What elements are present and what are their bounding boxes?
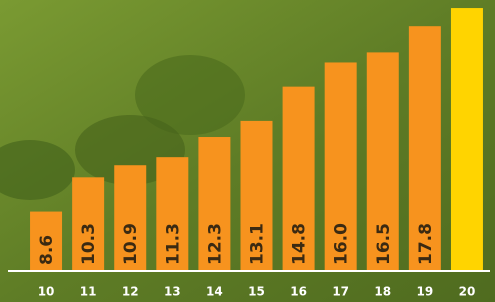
- value-label: 14.8: [290, 223, 310, 265]
- x-tick-label: 18: [374, 285, 391, 299]
- x-tick-label: 11: [80, 285, 97, 299]
- value-label: 10.9: [121, 223, 141, 265]
- value-label: 16.5: [374, 223, 394, 265]
- value-label: 12.3: [205, 223, 225, 265]
- value-label: 8.6: [37, 235, 57, 265]
- value-label: 11.3: [163, 223, 183, 265]
- value-label: 13.1: [248, 223, 268, 265]
- x-tick-label: 10: [38, 285, 55, 299]
- x-tick-label: 19: [417, 285, 434, 299]
- value-label: 16.0: [332, 223, 352, 265]
- x-tick-label: 12: [122, 285, 139, 299]
- x-tick-label: 14: [206, 285, 223, 299]
- x-tick-label: 20: [459, 285, 476, 299]
- bar: [451, 8, 483, 270]
- x-tick-label: 17: [332, 285, 349, 299]
- value-label: 10.3: [79, 223, 99, 265]
- x-tick-label: 13: [164, 285, 181, 299]
- value-label: 17.8: [416, 223, 436, 265]
- x-tick-label: 15: [248, 285, 265, 299]
- x-tick-label: 16: [290, 285, 307, 299]
- chart: 8.6 10 10.3 11 10.9 12 11.3 13 12.3 14 13.1 15 14.8 1…: [0, 0, 495, 302]
